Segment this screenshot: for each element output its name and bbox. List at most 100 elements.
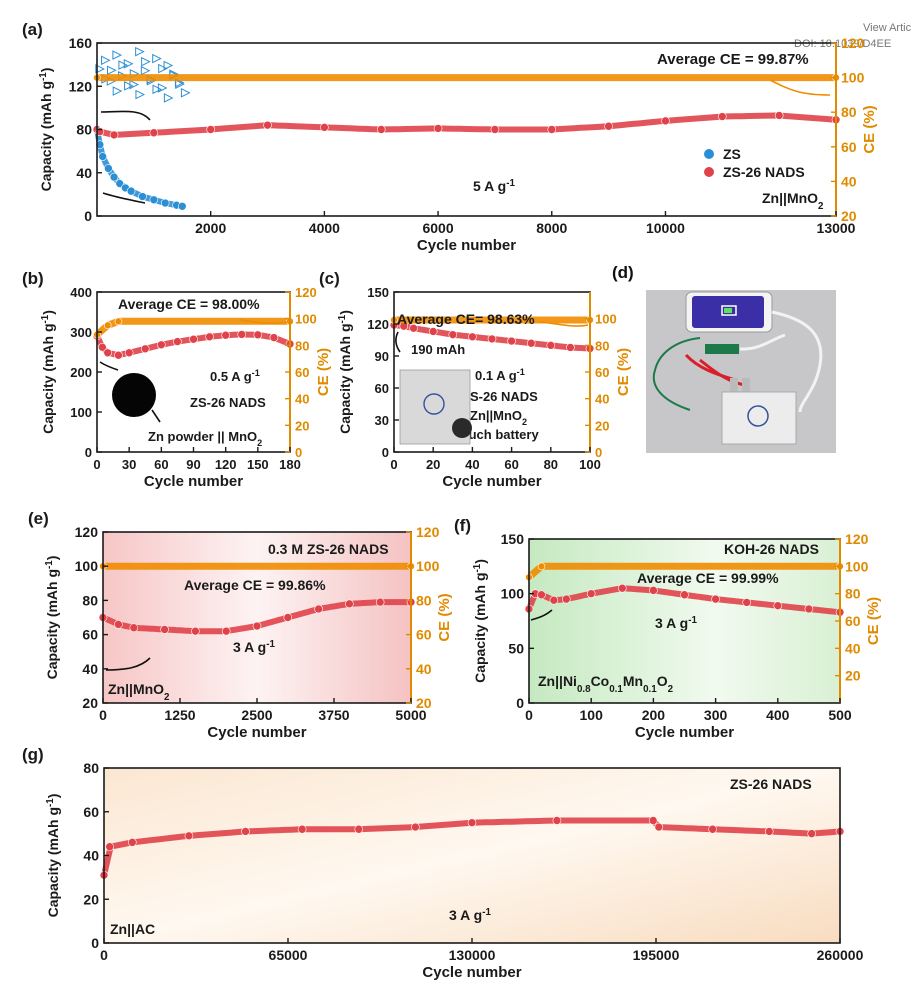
y2-tick-label: 100 bbox=[295, 312, 317, 327]
y2-tick-label: 40 bbox=[416, 661, 432, 677]
data-point bbox=[283, 613, 293, 622]
x-tick-label: 1250 bbox=[164, 707, 195, 723]
x-tick-label: 300 bbox=[704, 707, 728, 723]
ce-point bbox=[152, 84, 163, 95]
y2-tick-label: 20 bbox=[845, 668, 861, 684]
x-tick-label: 200 bbox=[642, 707, 666, 723]
ce-point bbox=[101, 55, 111, 66]
panel-label: (e) bbox=[28, 509, 49, 528]
panel-label: (c) bbox=[319, 269, 340, 288]
y-tick-label: 90 bbox=[375, 349, 389, 364]
y2-tick-label: 40 bbox=[595, 392, 609, 407]
x-tick-label: 8000 bbox=[536, 220, 567, 236]
y-tick-label: 20 bbox=[83, 891, 99, 907]
data-point bbox=[221, 330, 230, 340]
y2-tick-label: 20 bbox=[295, 418, 309, 433]
y2-tick-label: 0 bbox=[295, 445, 302, 460]
y2-tick-label: 40 bbox=[845, 640, 861, 656]
annotation: 3 A g-1 bbox=[233, 639, 275, 656]
x-axis-label: Cycle number bbox=[422, 964, 521, 981]
data-point bbox=[467, 818, 477, 827]
annotation: Zn||MnO2 bbox=[108, 681, 170, 703]
x-axis-label: Cycle number bbox=[442, 473, 541, 490]
data-point bbox=[320, 123, 329, 132]
x-tick-label: 400 bbox=[766, 707, 790, 723]
data-point bbox=[115, 179, 125, 188]
y-tick-label: 0 bbox=[84, 208, 92, 224]
data-point bbox=[711, 594, 720, 604]
data-point bbox=[98, 342, 107, 352]
y-tick-label: 50 bbox=[508, 640, 524, 656]
data-point bbox=[804, 604, 814, 614]
x-tick-label: 10000 bbox=[646, 220, 685, 236]
data-point bbox=[98, 152, 107, 161]
y-tick-label: 60 bbox=[82, 627, 98, 643]
data-point bbox=[129, 623, 139, 633]
y-tick-label: 20 bbox=[82, 695, 98, 711]
annotation-arrow bbox=[100, 110, 151, 121]
annotation: Average CE = 99.99% bbox=[637, 570, 779, 586]
data-point bbox=[149, 195, 159, 205]
x-tick-label: 13000 bbox=[817, 220, 856, 236]
data-point bbox=[104, 164, 113, 173]
series-capacity bbox=[98, 597, 416, 636]
y-axis-label: Capacity (mAh g-1) bbox=[472, 559, 489, 683]
annotation-arrow bbox=[151, 409, 161, 423]
series-ce bbox=[99, 562, 415, 571]
x-tick-label: 90 bbox=[186, 457, 200, 472]
data-point bbox=[562, 594, 571, 604]
y2-tick-label: 60 bbox=[595, 365, 609, 380]
x-tick-label: 60 bbox=[154, 457, 168, 472]
data-point bbox=[376, 125, 386, 134]
y-tick-label: 60 bbox=[375, 381, 389, 396]
data-point bbox=[345, 599, 354, 609]
y-tick-label: 200 bbox=[70, 365, 92, 380]
x-tick-label: 120 bbox=[215, 457, 237, 472]
ce-point bbox=[112, 86, 123, 96]
annotation: Pouch battery bbox=[452, 427, 539, 442]
annotation-arrow bbox=[102, 192, 146, 204]
data-point bbox=[552, 816, 562, 825]
ce-point bbox=[141, 56, 151, 67]
data-point bbox=[114, 317, 123, 326]
x-tick-label: 60 bbox=[504, 457, 518, 472]
y2-tick-label: 60 bbox=[845, 613, 861, 629]
x-tick-label: 130000 bbox=[449, 947, 496, 963]
y2-axis-label: CE (%) bbox=[436, 593, 453, 641]
x-tick-label: 0 bbox=[390, 457, 397, 472]
y2-tick-label: 80 bbox=[295, 338, 309, 353]
y-tick-label: 160 bbox=[69, 35, 93, 51]
y2-tick-label: 120 bbox=[416, 524, 440, 540]
annotation: ZS-26 NADS bbox=[190, 395, 266, 410]
phone-illustration bbox=[685, 291, 773, 333]
data-point bbox=[138, 192, 147, 201]
data-point bbox=[617, 583, 627, 593]
data-point bbox=[149, 128, 159, 138]
y-tick-label: 150 bbox=[501, 531, 525, 547]
x-tick-label: 100 bbox=[579, 457, 601, 472]
y2-tick-label: 60 bbox=[416, 627, 432, 643]
y2-tick-label: 80 bbox=[416, 592, 432, 608]
x-tick-label: 2500 bbox=[241, 707, 272, 723]
data-point bbox=[269, 333, 279, 342]
y2-tick-label: 80 bbox=[841, 104, 857, 120]
x-tick-label: 0 bbox=[100, 947, 108, 963]
panel-a-chart: (a) 2000 4000 6000 8000 10000 13000 0 40 80 120 160… bbox=[22, 20, 878, 254]
x-axis-label: Cycle number bbox=[417, 237, 516, 254]
ce-point bbox=[95, 64, 105, 74]
panel-d-photo bbox=[646, 290, 836, 453]
doi-label: DOI: 10.1039/D4EE bbox=[794, 38, 891, 50]
x-axis-label: Cycle number bbox=[144, 473, 243, 490]
series-group bbox=[92, 317, 295, 360]
y-tick-label: 80 bbox=[82, 592, 98, 608]
annotation: Zn||MnO2 bbox=[762, 190, 824, 212]
annotation: ZS-26 NADS bbox=[462, 389, 538, 404]
y-tick-label: 0 bbox=[85, 445, 92, 460]
y2-axis-label: CE (%) bbox=[861, 105, 878, 153]
annotation: Zn||AC bbox=[110, 921, 155, 937]
panel-c-chart: (c)0 20 40 60 80 1000306090120150020406080100… bbox=[319, 269, 632, 490]
x-tick-label: 4000 bbox=[309, 220, 340, 236]
y-axis-label: Capacity (mAh g-1) bbox=[38, 68, 55, 192]
data-point bbox=[354, 824, 364, 834]
view-article-link[interactable]: View Artic bbox=[863, 22, 912, 34]
